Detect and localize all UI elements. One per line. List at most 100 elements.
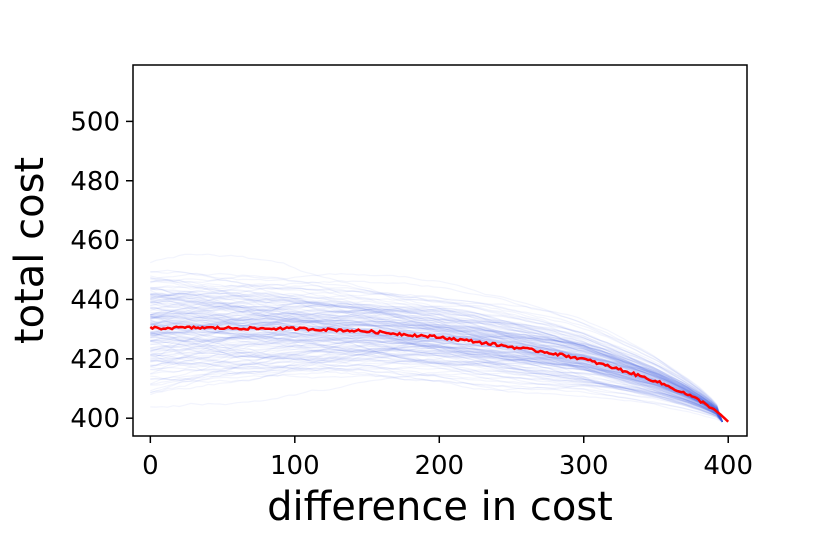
y-tick-label: 400	[70, 404, 120, 434]
simulation-line	[150, 332, 723, 423]
simulation-line	[150, 348, 723, 423]
simulation-line	[150, 370, 723, 423]
mean-line-group	[149, 325, 730, 423]
simulation-line	[150, 347, 723, 423]
simulation-line	[150, 270, 723, 423]
simulation-line	[150, 318, 723, 423]
simulation-line	[150, 304, 723, 423]
simulation-line	[150, 314, 723, 423]
y-tick-label: 500	[70, 107, 120, 137]
simulation-line	[150, 367, 723, 423]
simulation-line	[150, 305, 723, 423]
simulation-line	[150, 307, 723, 423]
simulation-line	[150, 280, 723, 422]
simulation-line	[150, 294, 723, 423]
simulation-line	[150, 300, 723, 423]
simulation-line	[150, 325, 723, 423]
simulation-line	[150, 352, 723, 423]
simulation-line	[150, 325, 723, 423]
simulation-line	[150, 324, 723, 423]
simulation-line	[150, 301, 723, 423]
simulation-line	[150, 347, 723, 423]
simulation-line	[150, 311, 723, 423]
simulation-lines	[150, 253, 723, 423]
simulation-line	[150, 280, 723, 423]
simulation-line	[150, 308, 723, 423]
simulation-line	[150, 340, 723, 423]
simulation-line	[150, 297, 723, 423]
simulation-line	[150, 323, 723, 423]
y-axis-label: total cost	[7, 157, 53, 344]
simulation-line	[150, 304, 723, 423]
simulation-line	[150, 316, 723, 423]
simulation-line	[150, 302, 723, 423]
simulation-line	[150, 348, 723, 423]
simulation-line	[150, 343, 723, 423]
simulation-line	[150, 278, 723, 422]
simulation-line	[150, 291, 723, 423]
simulation-line	[150, 326, 723, 423]
simulation-line	[150, 279, 723, 423]
simulation-line	[150, 336, 723, 423]
simulation-line	[150, 315, 723, 423]
simulation-line	[150, 331, 723, 423]
simulation-line	[150, 352, 723, 423]
simulation-line	[150, 331, 723, 423]
simulation-line	[150, 326, 723, 423]
simulation-line	[150, 272, 723, 423]
simulation-line	[150, 303, 723, 423]
simulation-line	[150, 334, 723, 423]
simulation-line	[150, 335, 723, 423]
simulation-line	[150, 292, 723, 423]
simulation-line	[150, 364, 723, 423]
simulation-line	[150, 313, 723, 423]
simulation-line	[150, 361, 723, 423]
simulation-line	[150, 318, 723, 423]
x-tick-label: 100	[270, 451, 320, 481]
simulation-line	[150, 368, 723, 423]
simulation-line	[150, 315, 723, 423]
simulation-line	[150, 299, 723, 423]
simulation-line	[150, 345, 723, 423]
simulation-line	[150, 323, 723, 423]
y-tick-label: 480	[70, 167, 120, 197]
simulation-line	[150, 323, 723, 423]
x-tick-label: 300	[559, 451, 609, 481]
simulation-line	[150, 320, 723, 423]
simulation-line	[150, 284, 723, 422]
simulation-line	[150, 341, 723, 423]
simulation-line	[150, 288, 723, 423]
x-tick-label: 400	[703, 451, 753, 481]
simulation-line	[150, 315, 723, 423]
simulation-line	[150, 344, 723, 423]
simulation-line	[150, 319, 723, 423]
mean-line	[149, 325, 730, 423]
simulation-line	[150, 299, 723, 423]
simulation-line	[150, 292, 723, 423]
simulation-line	[150, 300, 723, 423]
simulation-line	[150, 275, 723, 423]
simulation-line	[150, 324, 723, 423]
simulation-line	[150, 299, 723, 423]
simulation-line	[150, 317, 723, 423]
simulation-line	[150, 331, 723, 423]
simulation-line	[150, 344, 723, 423]
simulation-line	[150, 315, 723, 423]
simulation-line	[150, 299, 723, 423]
simulation-line	[150, 286, 723, 423]
simulation-line	[150, 294, 723, 423]
simulation-line	[150, 330, 723, 423]
y-tick-label: 420	[70, 345, 120, 375]
simulation-line	[150, 324, 723, 423]
simulation-line	[150, 314, 723, 423]
x-axis-label: difference in cost	[267, 484, 613, 530]
simulation-line	[150, 269, 723, 422]
simulation-line	[150, 302, 723, 423]
simulation-line	[150, 315, 723, 423]
simulation-line	[150, 253, 723, 423]
simulation-line	[150, 294, 723, 423]
simulation-line	[150, 299, 723, 423]
simulation-line	[150, 320, 723, 423]
simulation-line	[150, 348, 723, 423]
simulation-line	[150, 345, 723, 423]
